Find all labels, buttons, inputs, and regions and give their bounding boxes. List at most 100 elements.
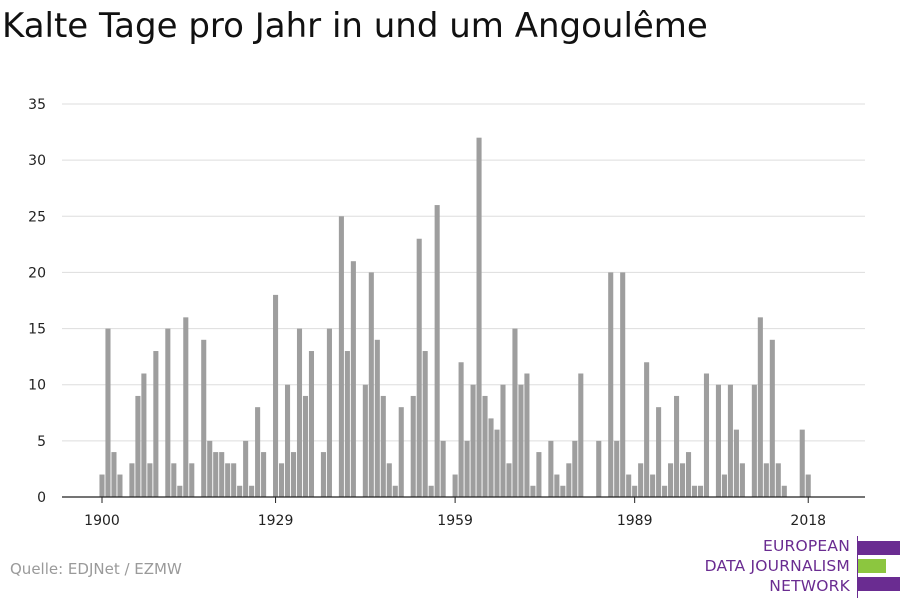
bar xyxy=(279,463,285,497)
bar xyxy=(183,317,189,497)
bar xyxy=(805,474,811,497)
bars xyxy=(99,137,811,498)
bar xyxy=(715,384,721,497)
bar xyxy=(392,485,398,497)
bar xyxy=(488,418,494,497)
bar xyxy=(135,395,141,497)
y-tick-label: 30 xyxy=(28,153,46,169)
y-tick-label: 25 xyxy=(28,209,46,225)
bar-chart: 0 5 10 15 20 25 30 35 1900 1929 1959 1989 2018 xyxy=(28,97,865,529)
bar xyxy=(674,395,680,497)
bar xyxy=(578,373,584,497)
bar xyxy=(225,463,231,497)
bar xyxy=(632,485,638,497)
bar xyxy=(284,384,291,497)
bar xyxy=(344,351,350,497)
logo-bar-2 xyxy=(858,559,886,573)
bar xyxy=(302,395,309,497)
bar xyxy=(171,463,177,497)
y-tick-label: 0 xyxy=(37,490,46,506)
bar xyxy=(650,474,656,497)
bar xyxy=(386,463,392,497)
bar xyxy=(416,238,422,498)
bar xyxy=(620,272,626,497)
bar xyxy=(662,485,668,497)
bar xyxy=(685,452,692,497)
x-tick-label: 1929 xyxy=(258,513,294,529)
bar xyxy=(99,474,105,497)
bar xyxy=(739,463,745,497)
bar xyxy=(129,463,135,497)
x-tick-label: 1900 xyxy=(84,513,120,529)
bar xyxy=(320,452,326,497)
bar xyxy=(308,351,315,497)
bar xyxy=(374,339,380,497)
logo-line-2: DATA JOURNALISM xyxy=(704,557,850,575)
y-tick-label: 15 xyxy=(28,322,46,338)
bar xyxy=(572,440,578,497)
bar xyxy=(476,137,482,497)
bar xyxy=(105,328,111,497)
bar xyxy=(566,463,572,497)
bar xyxy=(554,474,560,497)
bar xyxy=(296,328,303,497)
bar xyxy=(548,440,554,497)
bar xyxy=(524,373,530,497)
bar xyxy=(757,317,763,497)
y-tick-label: 20 xyxy=(28,265,46,281)
bar xyxy=(147,463,153,497)
bar xyxy=(703,373,710,497)
bar xyxy=(727,384,733,497)
bar xyxy=(626,474,632,497)
bar xyxy=(530,485,536,497)
bar xyxy=(207,440,213,497)
bar xyxy=(733,429,739,497)
bar xyxy=(697,485,704,497)
logo-line-3: NETWORK xyxy=(769,577,850,595)
bar xyxy=(350,261,356,497)
bar xyxy=(680,463,686,497)
bar xyxy=(231,463,237,497)
bar xyxy=(273,294,279,497)
bar xyxy=(428,485,434,497)
y-tick-label: 10 xyxy=(28,378,46,394)
bar xyxy=(219,452,225,497)
bar xyxy=(769,339,775,497)
bar xyxy=(799,429,805,497)
bar xyxy=(614,440,620,497)
bar xyxy=(213,452,219,497)
y-tick-label: 5 xyxy=(37,434,46,450)
x-axis-ticks: 1900 1929 1959 1989 2018 xyxy=(84,497,826,529)
bar xyxy=(644,362,650,497)
bar xyxy=(243,440,249,497)
bar xyxy=(452,474,458,497)
bar xyxy=(721,474,727,497)
bar xyxy=(261,452,267,497)
bar xyxy=(255,407,261,497)
bar xyxy=(608,272,614,497)
logo-line-1: EUROPEAN xyxy=(762,537,850,555)
bar xyxy=(512,328,518,497)
bar xyxy=(177,485,183,497)
logo-text: EUROPEAN DATA JOURNALISM NETWORK xyxy=(705,536,850,596)
bar xyxy=(494,429,500,497)
bar xyxy=(536,452,542,497)
bar xyxy=(153,351,159,497)
bar xyxy=(596,440,602,497)
bar xyxy=(237,485,243,497)
bar xyxy=(422,351,428,497)
logo-rule xyxy=(857,536,858,598)
bar xyxy=(560,485,566,497)
bar xyxy=(458,362,464,497)
x-tick-label: 1989 xyxy=(617,513,653,529)
edjnet-logo: EUROPEAN DATA JOURNALISM NETWORK xyxy=(700,536,900,598)
bar xyxy=(506,463,512,497)
bar xyxy=(165,328,171,497)
bar xyxy=(380,395,386,497)
bar xyxy=(482,395,488,497)
bar xyxy=(434,205,440,497)
bar xyxy=(398,407,404,497)
source-note: Quelle: EDJNet / EZMW xyxy=(10,560,182,578)
bar xyxy=(440,440,446,497)
x-tick-label: 1959 xyxy=(437,513,473,529)
